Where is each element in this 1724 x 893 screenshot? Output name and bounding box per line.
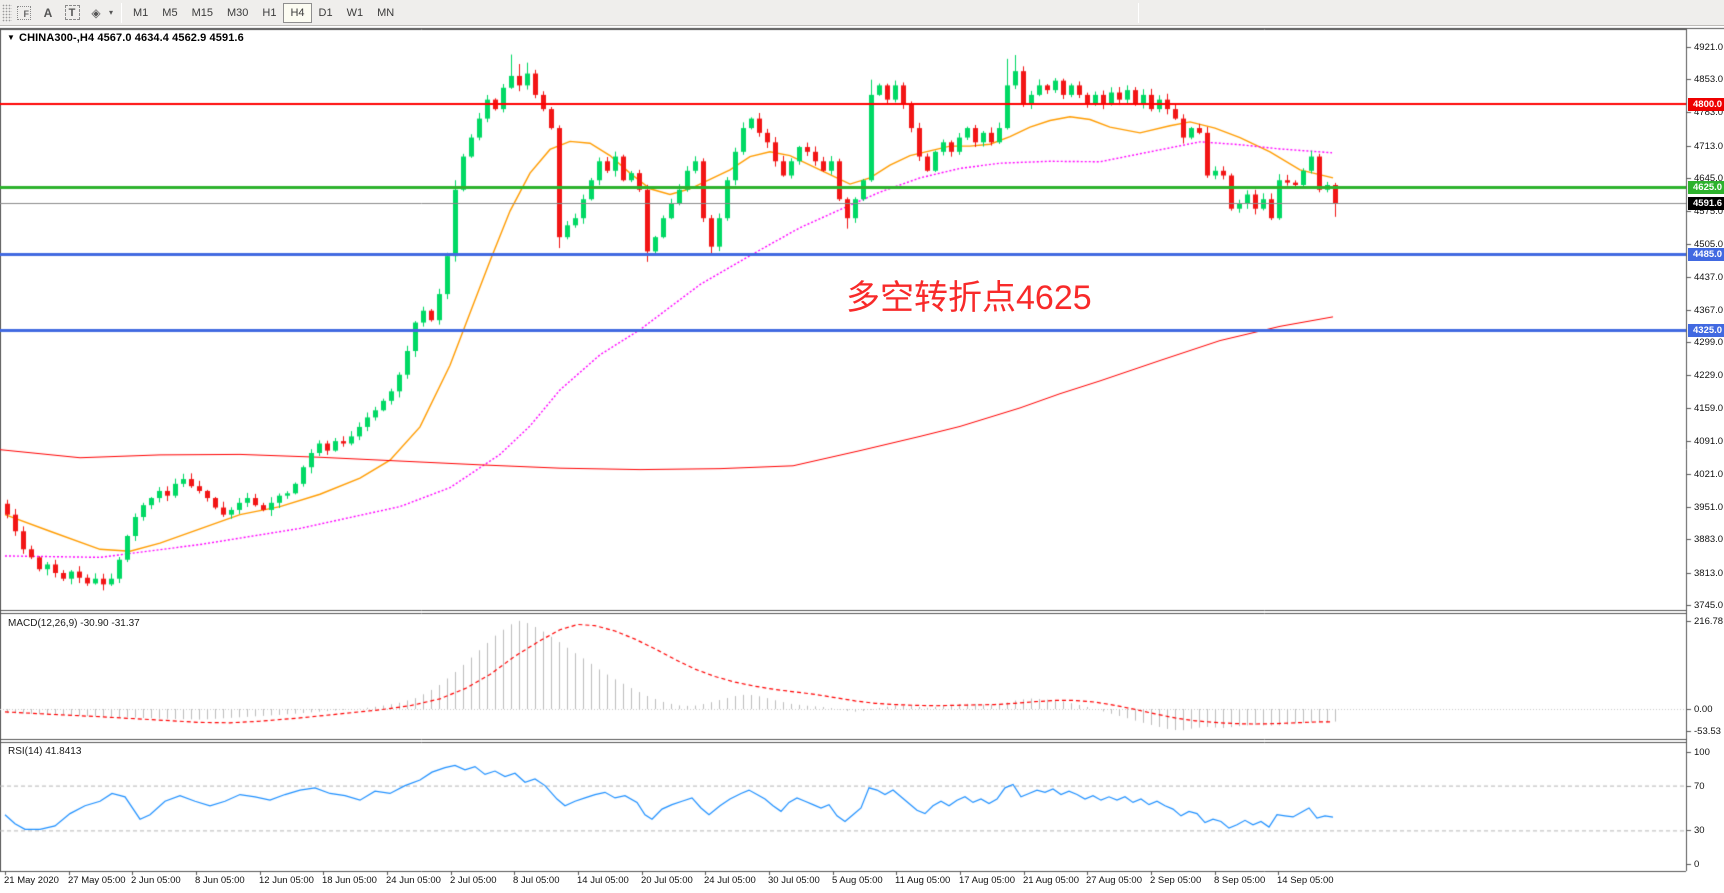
time-tick-label: 17 Aug 05:00 (959, 875, 1015, 886)
time-tick-label: 11 Aug 05:00 (895, 875, 951, 886)
price-badge-4485.0: 4485.0 (1688, 248, 1724, 261)
time-tick-label: 2 Jul 05:00 (450, 875, 497, 886)
time-tick-label: 5 Aug 05:00 (832, 875, 883, 886)
time-tick-label: 24 Jul 05:00 (704, 875, 756, 886)
time-tick-label: 2 Sep 05:00 (1150, 875, 1202, 886)
price-tick-label: 4229.0 (1694, 370, 1724, 382)
price-tick-label: 4505.0 (1694, 239, 1724, 251)
time-tick-label: 8 Sep 05:00 (1214, 875, 1266, 886)
time-tick-label: 8 Jul 05:00 (513, 875, 560, 886)
price-tick-label: 3745.0 (1694, 599, 1724, 611)
price-tick-label: 4367.0 (1694, 304, 1724, 316)
price-tick-label: 4021.0 (1694, 468, 1724, 480)
macd-indicator-label: MACD(12,26,9) -30.90 -31.37 (8, 618, 140, 629)
time-tick-label: 20 Jul 05:00 (641, 875, 693, 886)
price-badge-4625.0: 4625.0 (1688, 181, 1724, 194)
time-tick-label: 14 Sep 05:00 (1277, 875, 1334, 886)
rsi-tick-label: 0 (1694, 859, 1700, 870)
symbol-collapse-triangle-icon[interactable]: ▼ (7, 33, 16, 42)
price-tick-label: 4575.0 (1694, 206, 1724, 218)
templates-f-icon[interactable]: F (13, 3, 35, 23)
time-tick-label: 8 Jun 05:00 (195, 875, 245, 886)
annotation-text: 多空转折点4625 (846, 279, 1092, 317)
line-studies-icon[interactable]: ◈ (91, 5, 101, 20)
timeframe-button-D1[interactable]: D1 (318, 6, 333, 19)
price-badge-4800.0: 4800.0 (1688, 98, 1724, 111)
price-badge-4591.6: 4591.6 (1688, 197, 1724, 210)
macd-tick-label: -53.53 (1694, 725, 1721, 737)
dropdown-caret-icon[interactable]: ▾ (108, 8, 113, 17)
price-tick-label: 4713.0 (1694, 140, 1724, 152)
time-tick-label: 18 Jun 05:00 (322, 875, 377, 886)
timeframe-button-M1[interactable]: M1 (133, 6, 149, 19)
time-tick-label: 30 Jul 05:00 (768, 875, 820, 886)
symbol-ohlc-header: ▼ CHINA300-,H4 4567.0 4634.4 4562.9 4591.… (7, 32, 244, 44)
rsi-tick-label: 30 (1694, 825, 1705, 837)
price-tick-label: 3813.0 (1694, 567, 1724, 579)
time-tick-label: 21 Aug 05:00 (1023, 875, 1079, 886)
price-tick-label: 4853.0 (1694, 74, 1724, 86)
toolbar: F A T ◈ ▾ M1 M5 M15 M30 H1 H4 D1 W1 MN (0, 0, 1724, 26)
price-tick-label: 3951.0 (1694, 502, 1724, 514)
price-tick-label: 3883.0 (1694, 534, 1724, 546)
toolbar-separator (1138, 2, 1139, 23)
timeframe-button-M5[interactable]: M5 (162, 6, 178, 19)
timeframe-button-MN[interactable]: MN (377, 6, 395, 19)
symbol-ohlc-text: CHINA300-,H4 4567.0 4634.4 4562.9 4591.6 (19, 32, 244, 44)
rsi-indicator-label: RSI(14) 41.8413 (8, 746, 82, 757)
time-tick-label: 24 Jun 05:00 (386, 875, 441, 886)
timeframe-button-H1[interactable]: H1 (262, 6, 277, 19)
time-tick-label: 21 May 2020 (4, 875, 59, 886)
timeframe-button-W1[interactable]: W1 (346, 6, 364, 19)
timeframe-button-M15[interactable]: M15 (191, 6, 213, 19)
time-tick-label: 12 Jun 05:00 (259, 875, 314, 886)
price-tick-label: 4645.0 (1694, 172, 1724, 184)
time-tick-label: 27 May 05:00 (68, 875, 126, 886)
macd-tick-label: 0.00 (1694, 704, 1713, 715)
price-tick-label: 4299.0 (1694, 337, 1724, 348)
price-tick-label: 4159.0 (1694, 403, 1724, 415)
price-tick-label: 4921.0 (1694, 41, 1724, 53)
text-label-a-icon[interactable]: A (43, 5, 53, 20)
timeframe-button-M30[interactable]: M30 (226, 6, 249, 19)
macd-tick-label: 216.78 (1694, 615, 1724, 627)
toolbar-grip[interactable] (2, 3, 12, 22)
timeframe-button-group: M1 M5 M15 M30 H1 H4 D1 W1 MN (126, 2, 401, 23)
toolbar-separator (121, 2, 122, 23)
price-badge-4325.0: 4325.0 (1688, 324, 1724, 337)
timeframe-button-H4[interactable]: H4 (283, 2, 312, 23)
rsi-tick-label: 100 (1694, 747, 1710, 758)
price-tick-label: 4091.0 (1694, 435, 1724, 447)
rsi-tick-label: 70 (1694, 780, 1705, 792)
time-tick-label: 14 Jul 05:00 (577, 875, 629, 886)
price-tick-label: 4783.0 (1694, 107, 1724, 119)
time-tick-label: 27 Aug 05:00 (1086, 875, 1142, 886)
time-tick-label: 2 Jun 05:00 (131, 875, 181, 886)
price-tick-label: 4437.0 (1694, 271, 1724, 283)
text-tool-icon[interactable]: T (61, 3, 83, 23)
toolbar-icon-group: F A T ◈ ▾ (12, 3, 117, 23)
